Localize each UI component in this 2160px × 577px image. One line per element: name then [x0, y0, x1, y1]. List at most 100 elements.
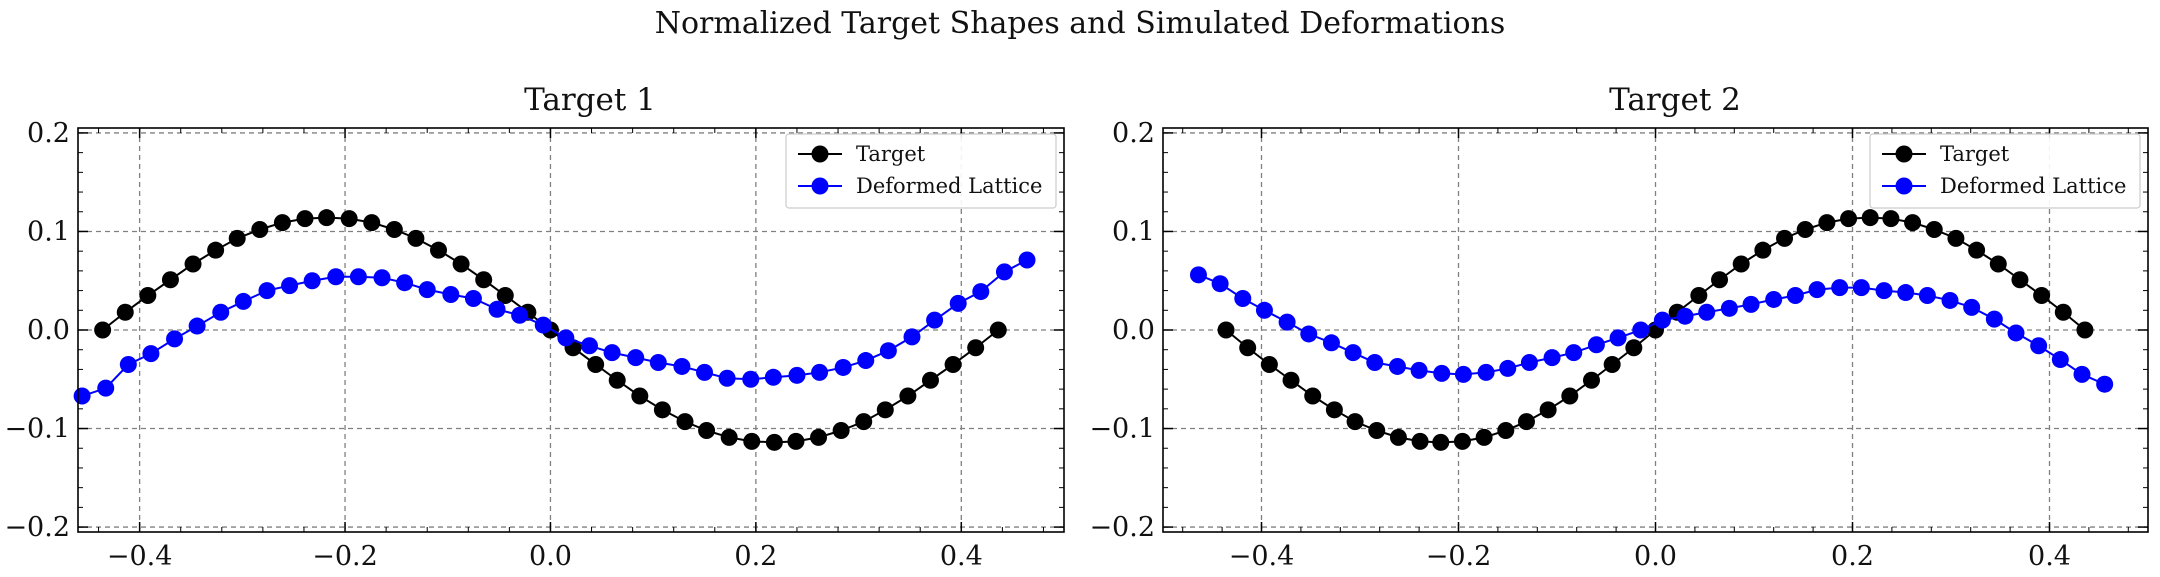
- target-point: [1561, 387, 1579, 405]
- deformed-lattice-point: [1278, 313, 1296, 331]
- target-point: [1796, 220, 1814, 238]
- deformed-lattice-point: [442, 286, 460, 304]
- target-point: [1690, 287, 1708, 305]
- deformed-lattice-point: [1366, 354, 1384, 372]
- target-point: [631, 387, 649, 405]
- deformed-lattice-point: [281, 277, 299, 295]
- target-point: [1239, 339, 1257, 357]
- deformed-lattice-point: [1543, 349, 1561, 367]
- target-point: [676, 413, 694, 431]
- target-point: [787, 432, 805, 450]
- deformed-lattice-point: [995, 263, 1013, 281]
- deformed-lattice-point: [649, 354, 667, 372]
- legend-marker-deformed-lattice: [811, 177, 829, 195]
- target-point: [1882, 210, 1900, 228]
- target-point: [116, 303, 134, 321]
- x-tick-label: 0.2: [1831, 541, 1874, 572]
- deformed-lattice-point: [1609, 329, 1627, 347]
- deformed-lattice-point: [1454, 365, 1472, 383]
- deformed-lattice-point: [972, 283, 990, 301]
- legend-label-target: Target: [856, 142, 926, 166]
- deformed-lattice-point: [1698, 303, 1716, 321]
- target-point: [1603, 355, 1621, 373]
- legend-label-target: Target: [1940, 142, 2010, 166]
- deformed-lattice-point: [764, 368, 782, 386]
- deformed-lattice-point: [2051, 351, 2069, 369]
- target-point: [296, 210, 314, 228]
- legend-label-deformed-lattice: Deformed Lattice: [1940, 174, 2126, 198]
- deformed-lattice-point: [1322, 334, 1340, 352]
- target-point: [1217, 321, 1235, 339]
- deformed-lattice-point: [696, 363, 714, 381]
- y-tick-label: −0.2: [1089, 512, 1155, 543]
- deformed-lattice-point: [119, 355, 137, 373]
- figure-suptitle: Normalized Target Shapes and Simulated D…: [655, 6, 1506, 41]
- x-tick-label: 0.0: [529, 541, 572, 572]
- deformed-lattice-point: [1786, 287, 1804, 305]
- target-point: [832, 422, 850, 440]
- target-point: [608, 371, 626, 389]
- deformed-lattice-point: [349, 268, 367, 286]
- deformed-lattice-point: [903, 328, 921, 346]
- deformed-lattice-point: [1477, 363, 1495, 381]
- deformed-lattice-point: [1234, 289, 1252, 307]
- deformed-lattice-point: [879, 342, 897, 360]
- target-point: [94, 321, 112, 339]
- target-point: [989, 321, 1007, 339]
- deformed-lattice-point: [396, 274, 414, 292]
- target-point: [1904, 214, 1922, 232]
- y-tick-label: 0.2: [27, 118, 70, 149]
- deformed-lattice-point: [1211, 275, 1229, 293]
- target-point: [139, 287, 157, 305]
- deformed-lattice-point: [1875, 282, 1893, 300]
- deformed-lattice-point: [1632, 321, 1650, 339]
- deformed-lattice-point: [464, 289, 482, 307]
- deformed-lattice-point: [2096, 375, 2114, 393]
- deformed-lattice-point: [926, 311, 944, 329]
- deformed-lattice-point: [234, 292, 252, 310]
- deformed-lattice-point: [1808, 281, 1826, 299]
- y-tick-label: −0.1: [1089, 414, 1155, 445]
- x-tick-label: −0.2: [312, 541, 378, 572]
- deformed-lattice-point: [534, 316, 552, 334]
- deformed-lattice-point: [1831, 279, 1849, 297]
- deformed-lattice-point: [1433, 364, 1451, 382]
- deformed-lattice-point: [2073, 365, 2091, 383]
- target-point: [1539, 401, 1557, 419]
- target-point: [1754, 241, 1772, 259]
- deformed-lattice-point: [949, 294, 967, 312]
- deformed-lattice-point: [1018, 251, 1036, 269]
- deformed-lattice-point: [580, 337, 598, 355]
- target-point: [1517, 413, 1535, 431]
- axes-frame: [1162, 127, 2149, 533]
- deformed-lattice-point: [303, 272, 321, 290]
- target-point: [1282, 371, 1300, 389]
- target-point: [765, 433, 783, 451]
- deformed-lattice-point: [1985, 310, 2003, 328]
- x-tick-label: 0.2: [734, 541, 777, 572]
- deformed-lattice-point: [557, 329, 575, 347]
- deformed-lattice-point: [1344, 344, 1362, 362]
- legend-box: [1869, 133, 2141, 209]
- deformed-lattice-point: [258, 282, 276, 300]
- target-point: [385, 220, 403, 238]
- target-point: [743, 432, 761, 450]
- target-point: [2011, 271, 2029, 289]
- target-point: [407, 229, 425, 247]
- x-tick-label: 0.0: [1634, 541, 1677, 572]
- target-point: [207, 241, 225, 259]
- y-tick-label: 0.0: [1112, 315, 1155, 346]
- target-point: [1260, 355, 1278, 373]
- deformed-lattice-point: [1765, 290, 1783, 308]
- target-point: [430, 241, 448, 259]
- target-point: [1411, 432, 1429, 450]
- target-point: [251, 220, 269, 238]
- deformed-lattice-point: [673, 357, 691, 375]
- deformed-lattice-point: [718, 369, 736, 387]
- deformed-lattice-point: [742, 370, 760, 388]
- target-point: [1732, 255, 1750, 273]
- target-point: [1475, 428, 1493, 446]
- target-point: [855, 413, 873, 431]
- deformed-lattice-point: [1918, 287, 1936, 305]
